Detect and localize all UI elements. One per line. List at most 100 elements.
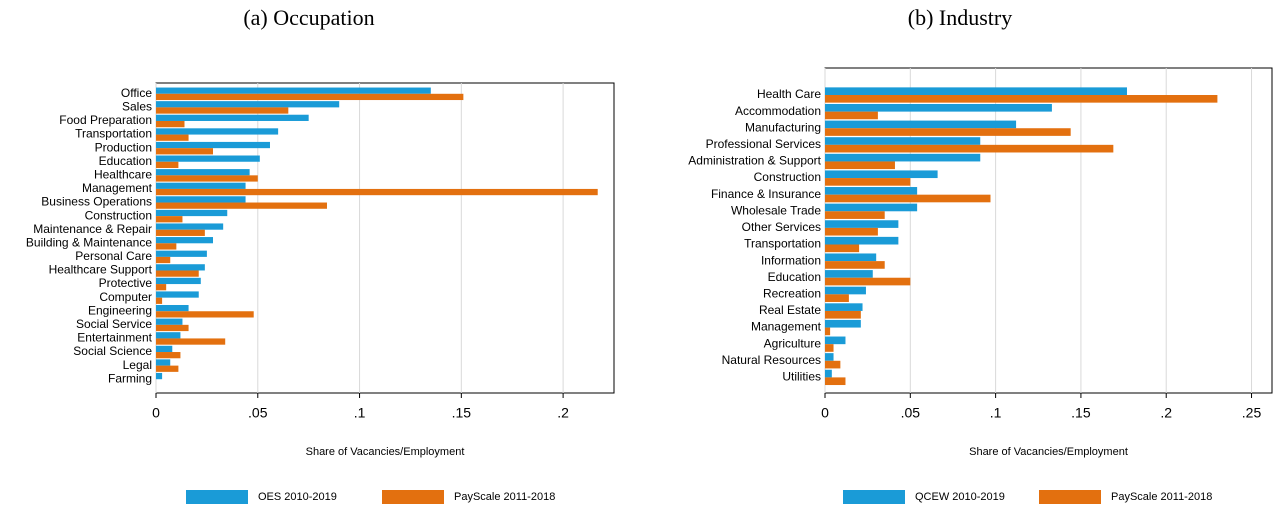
bar xyxy=(156,256,171,264)
bar xyxy=(156,196,246,203)
bar xyxy=(825,286,866,295)
category-label: Personal Care xyxy=(75,249,152,263)
category-label: Education xyxy=(768,270,821,284)
category-label: Education xyxy=(99,154,152,168)
bar xyxy=(156,304,189,312)
bar xyxy=(156,161,179,169)
category-label: Entertainment xyxy=(77,331,152,345)
category-label: Office xyxy=(121,86,152,100)
category-label: Administration & Support xyxy=(688,154,821,168)
category-label: Recreation xyxy=(763,287,821,301)
x-tick-label: .15 xyxy=(1071,405,1091,421)
bar xyxy=(156,148,213,155)
bar xyxy=(825,95,1218,103)
bar xyxy=(825,120,1017,129)
bar xyxy=(825,211,885,219)
bar xyxy=(825,310,861,319)
bar xyxy=(156,372,163,380)
bar xyxy=(825,277,911,286)
category-label: Accommodation xyxy=(735,104,821,118)
bar xyxy=(156,318,183,325)
bar xyxy=(156,365,179,372)
x-tick-label: .1 xyxy=(354,405,366,421)
bar xyxy=(825,244,860,253)
bar xyxy=(156,345,173,353)
bar xyxy=(156,128,279,135)
bar xyxy=(156,216,183,223)
bar xyxy=(825,270,873,278)
bar xyxy=(156,291,199,298)
bar xyxy=(156,284,167,291)
bar xyxy=(156,87,431,94)
bar xyxy=(825,187,918,195)
legend-swatch xyxy=(1039,490,1101,504)
bar xyxy=(156,209,228,217)
category-label: Production xyxy=(95,140,152,154)
bar xyxy=(156,223,224,230)
bar xyxy=(156,114,309,121)
chart-title: (b) Industry xyxy=(908,5,1012,30)
bar xyxy=(825,111,878,120)
legend-label: PayScale 2011-2018 xyxy=(1111,491,1212,503)
bar xyxy=(156,93,464,101)
category-label: Construction xyxy=(754,170,821,184)
bar xyxy=(825,327,831,336)
bar xyxy=(156,250,207,257)
bar xyxy=(156,352,181,359)
bar xyxy=(156,188,598,196)
category-label: Healthcare xyxy=(94,168,152,182)
bar xyxy=(825,360,841,369)
bar xyxy=(825,336,846,345)
legend-label: PayScale 2011-2018 xyxy=(454,491,555,503)
bar xyxy=(825,303,863,311)
bar xyxy=(825,137,981,145)
category-label: Business Operations xyxy=(41,195,152,209)
category-label: Management xyxy=(751,320,822,334)
bar xyxy=(825,128,1071,136)
legend-swatch xyxy=(186,490,248,504)
category-label: Healthcare Support xyxy=(49,263,153,277)
bar xyxy=(825,261,885,269)
category-label: Food Preparation xyxy=(59,113,152,127)
x-tick-label: 0 xyxy=(821,405,829,421)
chart-title: (a) Occupation xyxy=(243,5,374,30)
bar xyxy=(156,155,260,162)
bar xyxy=(825,203,918,212)
category-label: Health Care xyxy=(757,87,821,101)
x-tick-label: .05 xyxy=(248,405,268,421)
category-label: Legal xyxy=(123,358,152,372)
bar xyxy=(825,294,849,302)
bar xyxy=(825,144,1114,153)
category-label: Agriculture xyxy=(764,336,822,350)
bar xyxy=(825,87,1127,96)
bar xyxy=(825,153,981,162)
bar xyxy=(156,297,163,304)
category-label: Utilities xyxy=(782,370,821,384)
category-label: Transportation xyxy=(744,237,821,251)
bar xyxy=(825,170,938,179)
x-tick-label: .2 xyxy=(1160,405,1172,421)
plot-frame xyxy=(824,67,1273,394)
bar xyxy=(156,311,254,318)
bar xyxy=(156,134,189,141)
bar xyxy=(156,169,250,176)
bar xyxy=(156,237,213,244)
legend-swatch xyxy=(843,490,905,504)
category-label: Information xyxy=(761,253,821,267)
legend-label: QCEW 2010-2019 xyxy=(915,491,1005,503)
category-label: Social Science xyxy=(73,344,152,358)
bar xyxy=(156,120,185,128)
bar xyxy=(825,377,846,386)
category-label: Finance & Insurance xyxy=(711,187,821,201)
category-label: Protective xyxy=(99,276,153,290)
legend-label: OES 2010-2019 xyxy=(258,491,337,503)
bar xyxy=(156,359,171,366)
category-label: Computer xyxy=(99,290,152,304)
bar xyxy=(156,277,201,285)
x-tick-label: 0 xyxy=(152,405,160,421)
bar xyxy=(825,103,1052,112)
category-label: Management xyxy=(82,181,153,195)
bar xyxy=(825,194,991,203)
bar xyxy=(825,344,834,352)
